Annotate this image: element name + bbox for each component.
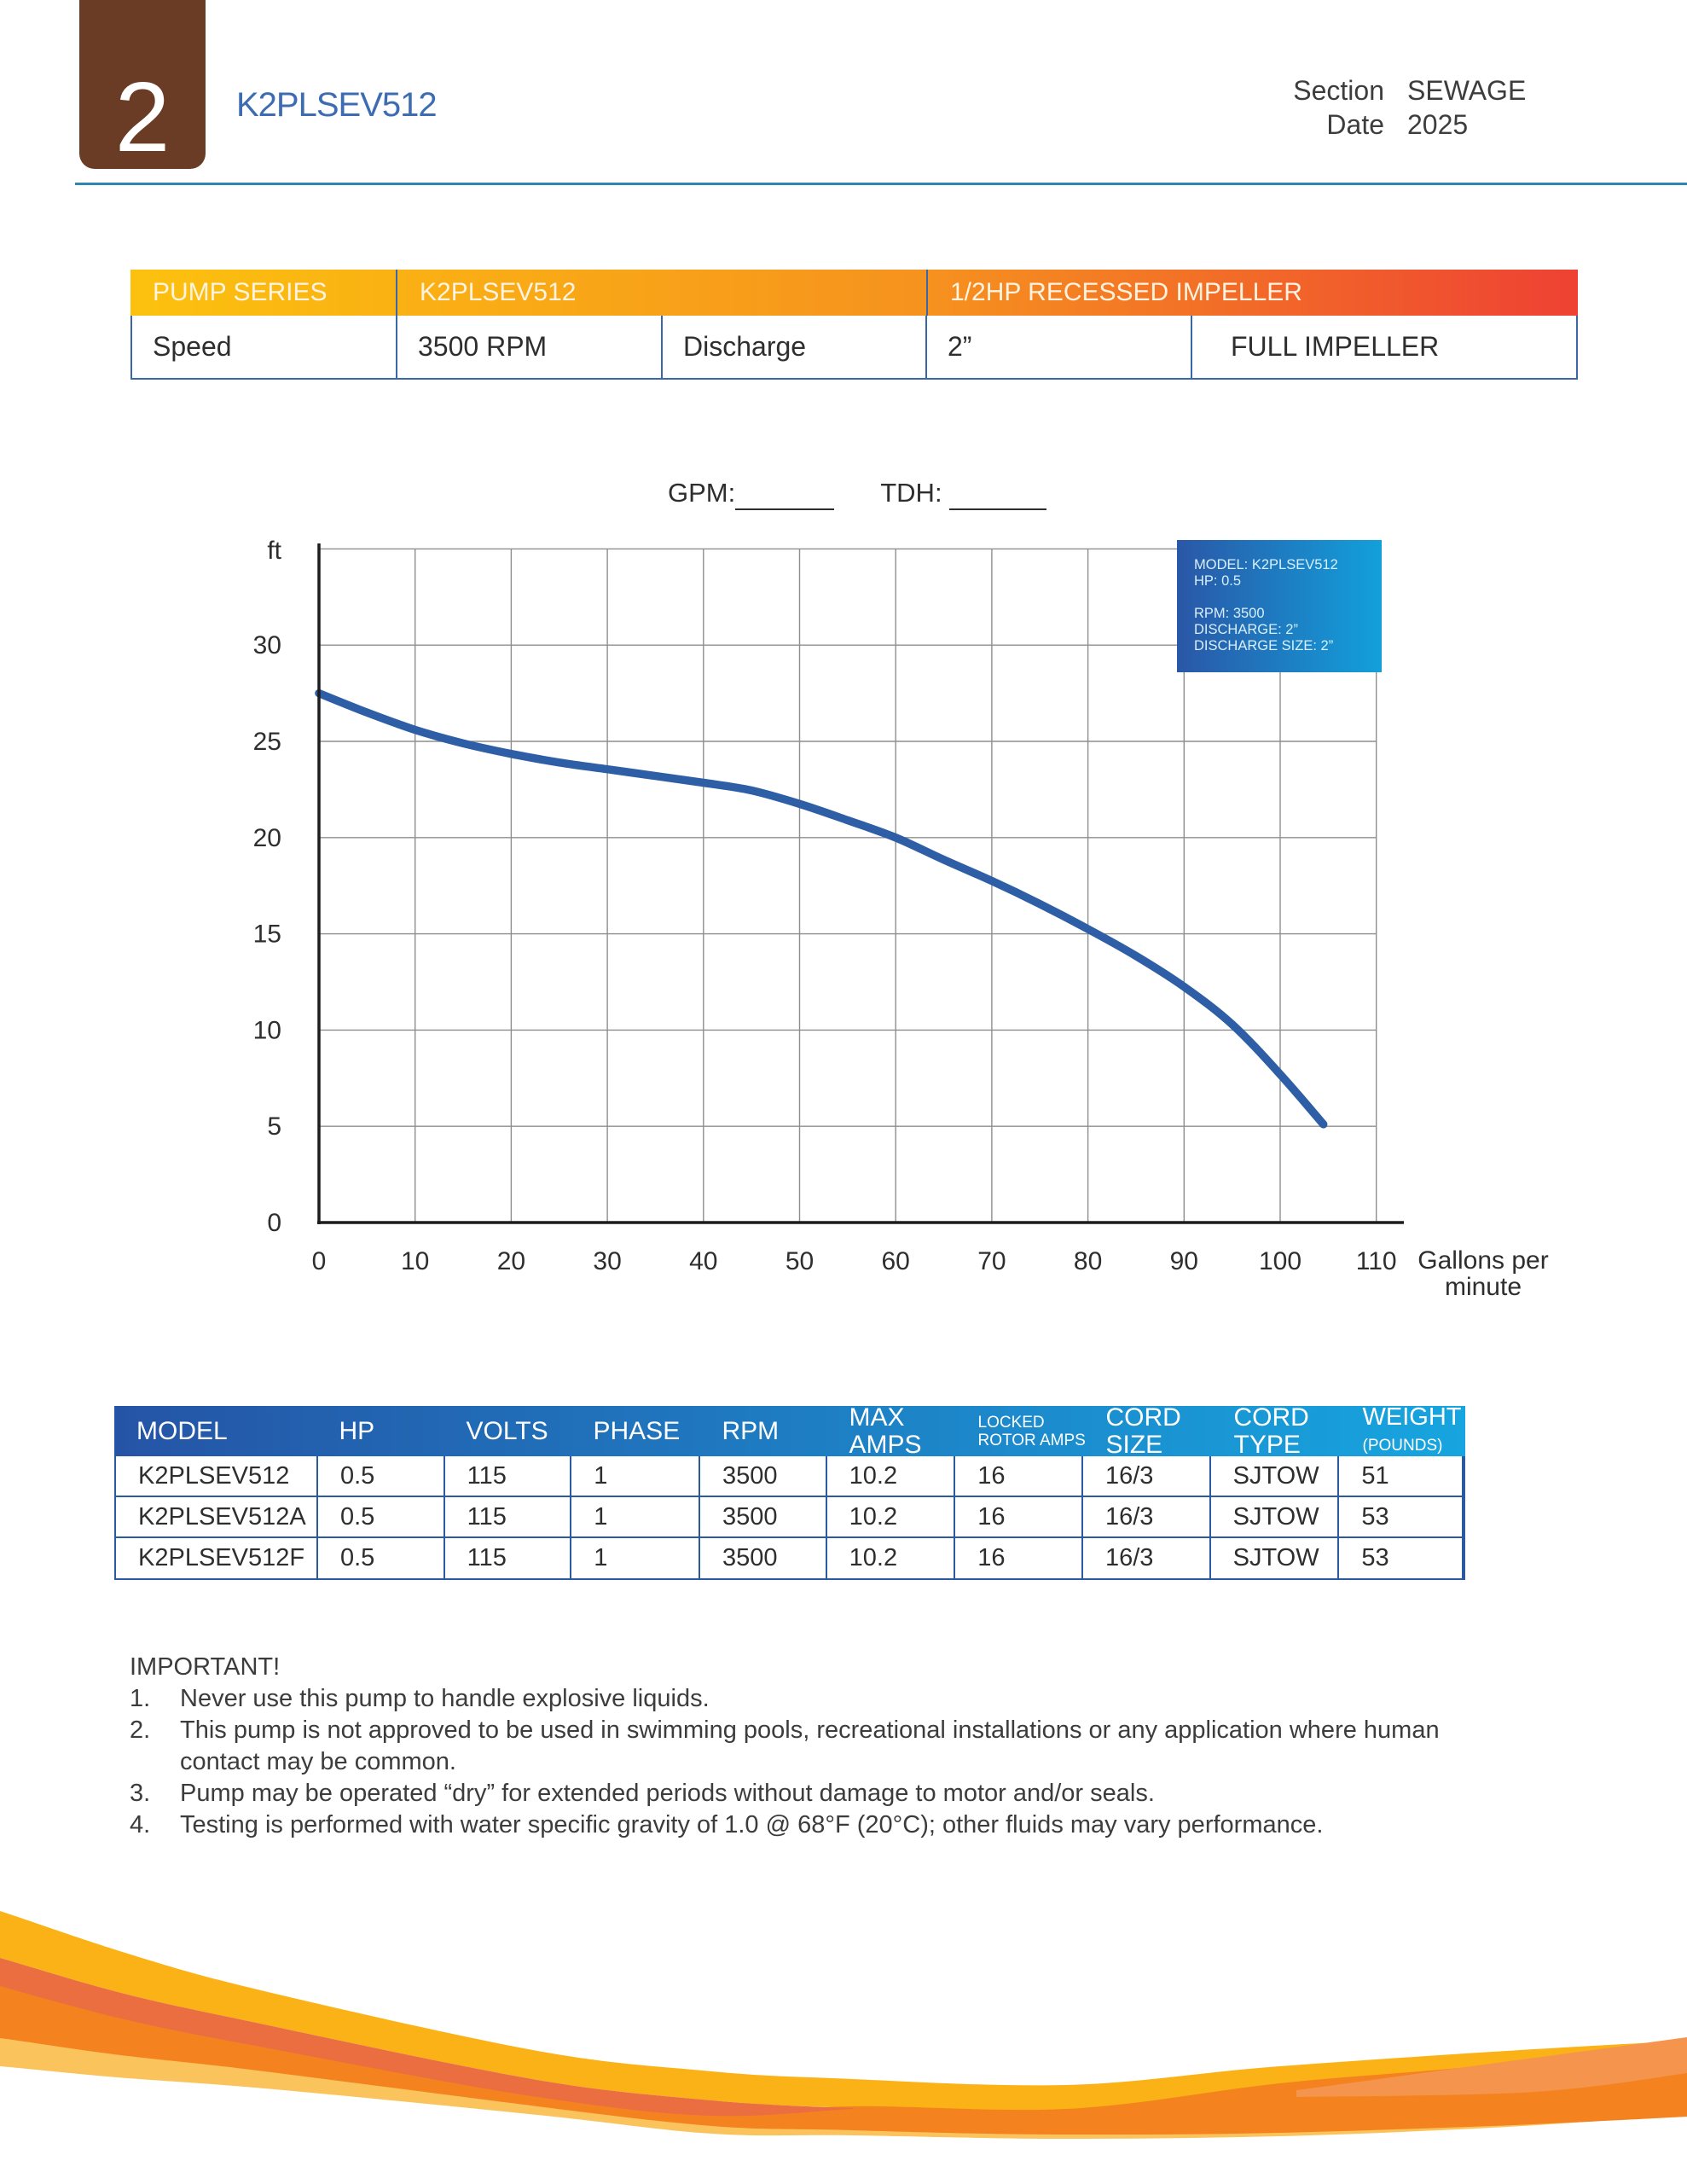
svg-text:0: 0	[312, 1247, 327, 1275]
svg-text:ft: ft	[267, 537, 281, 565]
svg-text:10: 10	[401, 1247, 429, 1275]
svg-text:30: 30	[253, 631, 281, 659]
svg-text:90: 90	[1170, 1247, 1198, 1275]
svg-text:MODEL: K2PLSEV512: MODEL: K2PLSEV512	[1194, 557, 1338, 572]
svg-text:Gallons per: Gallons per	[1417, 1246, 1548, 1275]
svg-text:70: 70	[977, 1247, 1006, 1275]
svg-text:80: 80	[1074, 1247, 1102, 1275]
svg-text:HP: 0.5: HP: 0.5	[1194, 573, 1241, 589]
svg-text:40: 40	[689, 1247, 717, 1275]
svg-text:50: 50	[786, 1247, 814, 1275]
svg-text:5: 5	[267, 1112, 281, 1141]
svg-text:20: 20	[497, 1247, 525, 1275]
svg-text:0: 0	[267, 1209, 281, 1237]
svg-text:DISCHARGE: 2”: DISCHARGE: 2”	[1194, 622, 1298, 637]
svg-text:25: 25	[253, 728, 281, 756]
svg-text:30: 30	[593, 1247, 621, 1275]
svg-text:minute: minute	[1445, 1273, 1522, 1301]
svg-text:60: 60	[882, 1247, 910, 1275]
svg-text:110: 110	[1356, 1247, 1397, 1275]
svg-text:DISCHARGE SIZE: 2”: DISCHARGE SIZE: 2”	[1194, 638, 1333, 653]
svg-text:RPM: 3500: RPM: 3500	[1194, 606, 1265, 621]
svg-text:10: 10	[253, 1016, 281, 1044]
svg-text:100: 100	[1259, 1247, 1301, 1275]
svg-text:15: 15	[253, 921, 281, 949]
svg-text:20: 20	[253, 824, 281, 852]
